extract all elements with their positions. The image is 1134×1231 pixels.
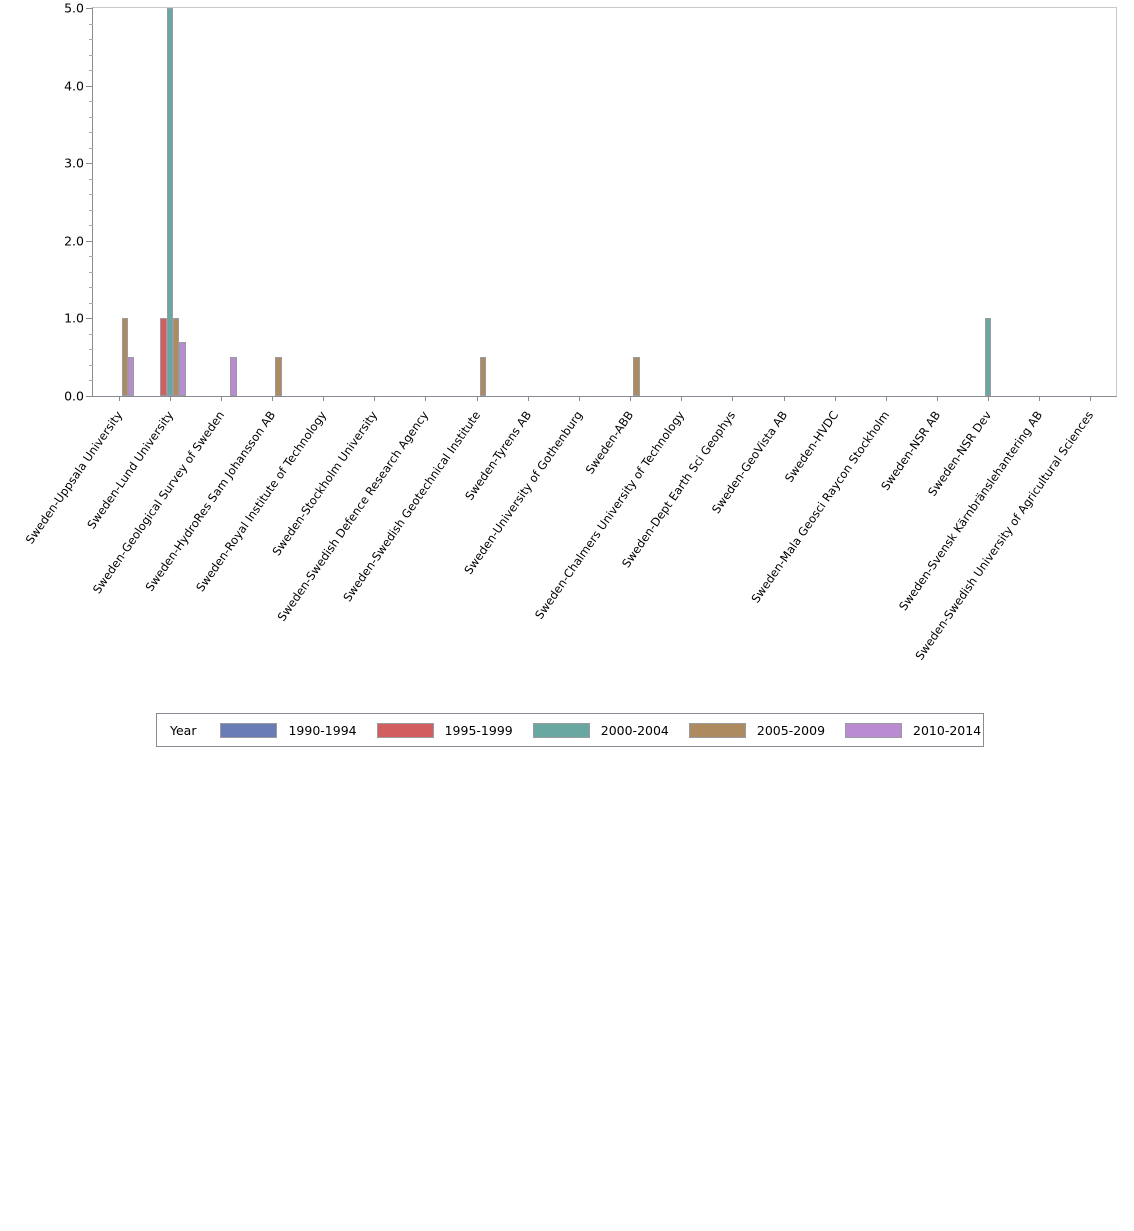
y-minor-tick-mark — [89, 333, 93, 335]
y-minor-tick-mark — [89, 209, 93, 211]
legend-label: 2005-2009 — [756, 722, 826, 738]
y-tick-label: 4.0 — [64, 78, 84, 94]
bars-container — [93, 8, 1116, 396]
y-minor-tick-mark — [89, 70, 93, 72]
x-tick-mark — [1039, 396, 1041, 401]
legend-label: 2000-2004 — [600, 722, 669, 738]
x-tick-mark — [885, 396, 887, 401]
x-tick-mark — [527, 396, 529, 401]
y-minor-tick-mark — [89, 225, 93, 227]
bar — [479, 357, 487, 396]
legend-entry[interactable]: 1995-1999 — [376, 722, 513, 738]
bar — [160, 318, 167, 396]
y-tick-mark — [86, 318, 93, 320]
x-tick-label: Sweden-Swedish Defence Research Agency — [275, 408, 432, 624]
y-tick-mark — [86, 8, 93, 9]
x-tick-mark — [1090, 396, 1092, 401]
bar — [128, 357, 135, 396]
legend-entry[interactable]: 2010-2014 — [845, 722, 982, 738]
legend-title: Year — [170, 722, 197, 738]
x-tick-mark — [783, 396, 785, 401]
y-minor-tick-mark — [89, 147, 93, 149]
legend-entry[interactable]: 1990-1994 — [220, 722, 357, 738]
legend-label: 1995-1999 — [444, 722, 513, 738]
x-tick-mark — [118, 396, 120, 401]
y-tick-label: 2.0 — [64, 233, 84, 249]
x-tick-mark — [988, 396, 990, 401]
legend-swatch — [376, 722, 434, 738]
bar — [166, 8, 173, 396]
bar — [230, 357, 237, 396]
x-tick-mark — [272, 396, 274, 401]
y-minor-tick-mark — [89, 101, 93, 103]
y-minor-tick-mark — [89, 302, 93, 304]
y-tick-mark — [86, 240, 93, 242]
legend-swatch — [845, 722, 903, 738]
y-tick-label: 5.0 — [64, 0, 84, 16]
x-tick-mark — [630, 396, 632, 401]
x-tick-mark — [578, 396, 580, 401]
y-tick-label: 3.0 — [64, 155, 84, 171]
legend-swatch — [688, 722, 746, 738]
x-tick-mark — [834, 396, 836, 401]
y-minor-tick-mark — [89, 287, 93, 289]
plot-area: 0.0 1.0 2.0 3.0 4.0 5.0 — [64, 1, 1117, 404]
legend-entry[interactable]: 2005-2009 — [688, 722, 826, 738]
x-tick-mark — [681, 396, 683, 401]
bar-chart-figure: No. of top10 publ., full counts 0.01.02.… — [22, 1, 1117, 747]
y-tick-label: 1.0 — [64, 310, 84, 326]
bar — [179, 341, 186, 396]
y-tick-mark — [86, 85, 93, 87]
y-tick-label: 0.0 — [64, 388, 84, 404]
x-tick-mark — [732, 396, 734, 401]
y-tick-mark — [86, 396, 93, 397]
x-tick-mark — [425, 396, 427, 401]
x-tick-label: Sweden-Uppsala University — [22, 408, 125, 547]
y-minor-tick-mark — [89, 39, 93, 41]
y-minor-tick-mark — [89, 23, 93, 25]
x-tick-mark — [476, 396, 478, 401]
legend-entries: 1990-1994 1995-1999 2000-2004 2005-2009 2010… — [200, 722, 982, 738]
x-tick-mark — [936, 396, 938, 401]
bar — [633, 357, 640, 396]
x-axis-labels: Sweden-Uppsala University Sweden-Lund Uni… — [22, 404, 1117, 704]
y-minor-tick-mark — [89, 132, 93, 134]
x-tick-mark — [220, 396, 222, 401]
y-tick-mark — [86, 163, 93, 165]
y-minor-tick-mark — [89, 256, 93, 258]
legend-entry[interactable]: 2000-2004 — [532, 722, 669, 738]
y-minor-tick-mark — [89, 349, 93, 351]
legend: Year 1990-1994 1995-1999 2000-2004 2005-200… — [156, 713, 984, 747]
y-minor-tick-mark — [89, 380, 93, 382]
legend-label: 2010-2014 — [913, 722, 982, 738]
legend-swatch — [532, 722, 590, 738]
bar — [984, 318, 992, 396]
y-minor-tick-mark — [89, 364, 93, 366]
bar — [275, 357, 282, 396]
x-tick-mark — [323, 396, 325, 401]
x-tick-mark — [374, 396, 376, 401]
y-minor-tick-mark — [89, 116, 93, 118]
legend-swatch — [220, 722, 278, 738]
y-minor-tick-mark — [89, 178, 93, 180]
x-tick-mark — [169, 396, 171, 401]
y-minor-tick-mark — [89, 271, 93, 273]
y-minor-tick-mark — [89, 54, 93, 56]
legend-label: 1990-1994 — [288, 722, 357, 738]
bar — [172, 318, 180, 396]
bar — [121, 318, 129, 396]
y-minor-tick-mark — [89, 194, 93, 196]
